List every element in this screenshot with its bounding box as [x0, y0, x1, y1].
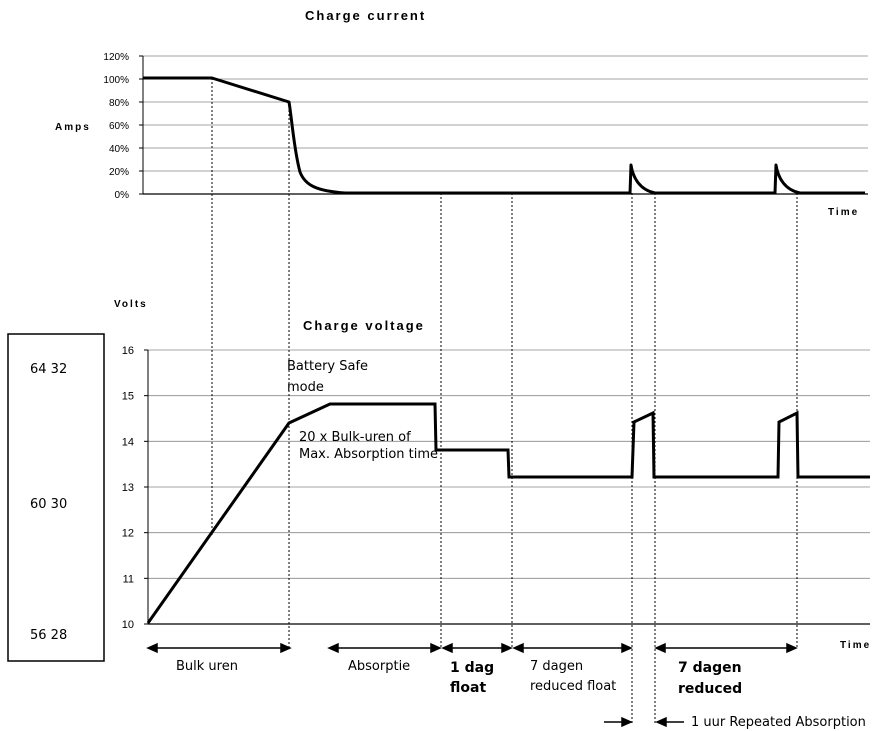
battery-voltage-box	[7, 333, 105, 662]
y-tick-label: 11	[123, 573, 134, 585]
box-voltage-top: 64 32	[30, 362, 67, 377]
current-y-tick-labels: 0% 20% 40% 60% 80% 100% 120%	[103, 52, 129, 201]
voltage-series-line	[146, 402, 870, 624]
y-tick-label: 20%	[109, 167, 129, 178]
box-voltage-bottom: 56 28	[30, 628, 67, 643]
battery-safe-label: Battery Safe	[287, 359, 368, 374]
phase-float-label-2: float	[450, 680, 486, 696]
current-y-axis-label: Amps	[55, 122, 91, 133]
y-tick-label: 13	[122, 482, 134, 494]
voltage-x-axis-label: Time	[840, 640, 871, 651]
battery-safe-mode-label: mode	[287, 380, 324, 395]
phase-reduced-float-label-2: reduced float	[530, 679, 616, 694]
y-tick-label: 40%	[109, 144, 129, 155]
y-tick-label: 0%	[115, 190, 130, 201]
y-tick-label: 12	[122, 528, 134, 540]
phase-reduced-float-label-1: 7 dagen	[530, 659, 583, 674]
current-chart-title: Charge current	[305, 8, 426, 23]
max-absorption-time-label: Max. Absorption time	[299, 447, 438, 462]
y-tick-label: 120%	[103, 52, 129, 63]
y-tick-label: 80%	[109, 98, 129, 109]
phase-bulk-label: Bulk uren	[176, 659, 238, 674]
y-tick-label: 14	[122, 436, 134, 448]
phase-reduced-label-2: reduced	[678, 681, 742, 697]
voltage-y-tick-labels: 10 11 12 13 14 15 16	[122, 345, 134, 631]
phase-arrows	[146, 642, 798, 728]
current-series-line	[143, 76, 865, 195]
y-tick-label: 10	[122, 619, 134, 631]
phase-reduced-label-1: 7 dagen	[678, 660, 742, 676]
current-x-axis-label: Time	[828, 207, 859, 218]
y-tick-label: 100%	[103, 75, 129, 86]
phase-divider-lines	[211, 78, 798, 725]
y-tick-label: 15	[122, 391, 134, 403]
phase-float-label-1: 1 dag	[450, 660, 494, 676]
y-tick-label: 60%	[109, 121, 129, 132]
voltage-gridlines	[144, 349, 870, 625]
box-voltage-mid: 60 30	[30, 497, 67, 512]
repeated-absorption-label: 1 uur Repeated Absorption	[691, 715, 866, 730]
voltage-y-axis-label: Volts	[114, 299, 148, 310]
bulk-uren-factor-label: 20 x Bulk-uren of	[299, 430, 411, 445]
phase-absorptie-label: Absorptie	[348, 659, 410, 674]
y-tick-label: 16	[122, 345, 134, 357]
current-gridlines	[139, 55, 868, 195]
voltage-chart-title: Charge voltage	[303, 318, 425, 333]
